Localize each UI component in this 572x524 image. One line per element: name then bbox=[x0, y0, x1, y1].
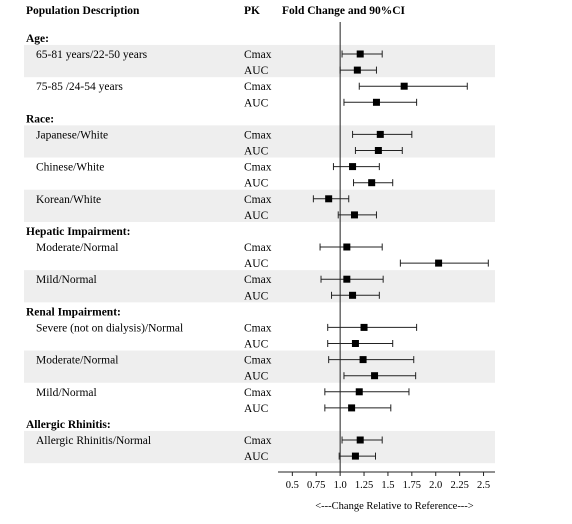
pk-label: Cmax bbox=[244, 387, 272, 399]
pk-label: AUC bbox=[244, 371, 269, 383]
pk-label: Cmax bbox=[244, 435, 272, 447]
group-title: Age: bbox=[26, 33, 49, 45]
comparison-label: Japanese/White bbox=[36, 129, 108, 141]
shaded-band bbox=[24, 270, 495, 303]
comparison-label: Korean/White bbox=[36, 194, 101, 206]
x-axis-label: <---Change Relative to Reference---> bbox=[315, 501, 474, 512]
point-estimate-marker bbox=[400, 82, 408, 90]
x-tick-label: 0.5 bbox=[286, 480, 299, 491]
header-description: Population Description bbox=[26, 5, 140, 17]
pk-label: Cmax bbox=[244, 242, 272, 254]
x-tick-label: 1.25 bbox=[355, 480, 373, 491]
group-title: Renal Impairment: bbox=[26, 306, 121, 318]
point-estimate-marker bbox=[349, 163, 357, 171]
comparison-label: Allergic Rhinitis/Normal bbox=[36, 435, 151, 447]
point-estimate-marker bbox=[350, 211, 358, 219]
group-title: Hepatic Impairment: bbox=[26, 226, 130, 238]
point-estimate-marker bbox=[368, 179, 376, 187]
comparison-label: Severe (not on dialysis)/Normal bbox=[36, 322, 183, 334]
comparison-label: Moderate/Normal bbox=[36, 355, 118, 367]
pk-label: AUC bbox=[244, 210, 269, 222]
x-tick-label: 0.75 bbox=[307, 480, 325, 491]
point-estimate-marker bbox=[356, 50, 364, 58]
point-estimate-marker bbox=[351, 452, 359, 460]
point-estimate-marker bbox=[343, 243, 351, 251]
x-tick-label: 2.0 bbox=[429, 480, 442, 491]
pk-label: Cmax bbox=[244, 129, 272, 141]
point-estimate-marker bbox=[351, 340, 359, 347]
pk-label: Cmax bbox=[244, 49, 272, 61]
point-estimate-marker bbox=[360, 323, 368, 331]
pk-label: AUC bbox=[244, 146, 269, 158]
pk-label: Cmax bbox=[244, 355, 272, 367]
point-estimate-marker bbox=[356, 436, 364, 444]
shaded-band bbox=[24, 430, 495, 464]
pk-label: AUC bbox=[244, 290, 269, 302]
point-estimate-marker bbox=[371, 372, 379, 380]
pk-label: Cmax bbox=[244, 274, 272, 286]
point-estimate-marker bbox=[349, 291, 357, 299]
point-estimate-marker bbox=[348, 404, 356, 412]
pk-label: AUC bbox=[244, 97, 269, 109]
point-estimate-marker bbox=[353, 66, 361, 74]
pk-label: AUC bbox=[244, 65, 269, 77]
x-tick-label: 1.5 bbox=[381, 480, 394, 491]
shaded-band bbox=[24, 125, 495, 158]
comparison-label: Mild/Normal bbox=[36, 387, 97, 399]
point-estimate-marker bbox=[374, 147, 382, 154]
shaded-band bbox=[24, 189, 495, 222]
point-estimate-marker bbox=[355, 388, 363, 396]
x-tick-label: 1.0 bbox=[334, 480, 347, 491]
comparison-label: 75-85 /24-54 years bbox=[36, 81, 123, 93]
pk-label: AUC bbox=[244, 178, 269, 190]
pk-label: AUC bbox=[244, 258, 269, 270]
pk-label: Cmax bbox=[244, 81, 272, 93]
comparison-label: Mild/Normal bbox=[36, 274, 97, 286]
point-estimate-marker bbox=[325, 195, 333, 203]
pk-label: Cmax bbox=[244, 322, 272, 334]
pk-label: AUC bbox=[244, 451, 269, 463]
pk-label: Cmax bbox=[244, 162, 272, 174]
group-title: Race: bbox=[26, 113, 54, 125]
comparison-label: 65-81 years/22-50 years bbox=[36, 49, 148, 61]
x-tick-label: 2.25 bbox=[450, 480, 468, 491]
group-title: Allergic Rhinitis: bbox=[26, 419, 111, 431]
pk-label: AUC bbox=[244, 403, 269, 415]
comparison-label: Moderate/Normal bbox=[36, 242, 118, 254]
shaded-band bbox=[24, 350, 495, 383]
x-tick-label: 1.75 bbox=[403, 480, 421, 491]
point-estimate-marker bbox=[376, 130, 384, 138]
shaded-band bbox=[24, 44, 495, 78]
x-tick-label: 2.5 bbox=[477, 480, 490, 491]
point-estimate-marker bbox=[372, 98, 380, 106]
point-estimate-marker bbox=[435, 259, 443, 267]
header-pk: PK bbox=[244, 5, 260, 17]
header-estimate: Fold Change and 90%CI bbox=[282, 5, 406, 17]
point-estimate-marker bbox=[343, 275, 351, 283]
pk-label: Cmax bbox=[244, 194, 272, 206]
pk-label: AUC bbox=[244, 339, 269, 351]
point-estimate-marker bbox=[359, 356, 367, 364]
comparison-label: Chinese/White bbox=[36, 162, 104, 174]
